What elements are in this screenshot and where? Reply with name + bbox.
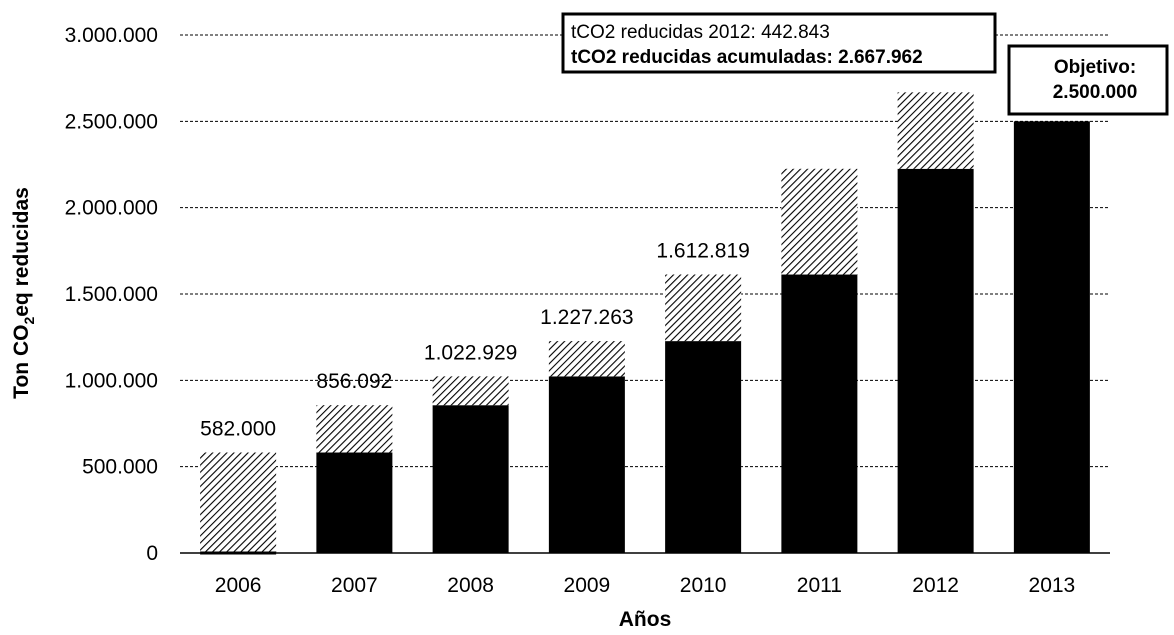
y-tick-label: 2.500.000 [65,110,158,133]
bar-data-label: 1.612.819 [656,240,749,263]
x-axis-title: Años [619,608,672,630]
y-tick-label: 500.000 [82,456,158,479]
x-tick-label: 2009 [564,574,611,597]
x-tick-label: 2007 [331,574,378,597]
annotation-line-2: tCO2 reducidas acumuladas: 2.667.962 [571,47,923,68]
y-tick-label: 2.000.000 [65,197,158,220]
annotation-box: tCO2 reducidas 2012: 442.843 tCO2 reduci… [561,12,997,74]
x-tick-label: 2013 [1029,574,1076,597]
bar-hatched [316,405,393,453]
goal-line-1: Objetivo: [1054,57,1136,78]
bar-hatched [548,341,625,377]
bar-solid [665,341,742,553]
bar-data-label: 1.227.263 [540,306,633,329]
bar-hatched [781,168,858,275]
y-tick-label: 3.000.000 [65,24,158,47]
data-labels: 582.000 856.092 1.022.929 1.227.263 1.612.81… [200,240,750,441]
y-tick-label: 0 [146,542,158,565]
bar-data-label: 856.092 [316,370,392,393]
bar-solid [1013,121,1090,553]
bar-hatched [665,274,742,342]
y-axis-title: Ton CO2eq reducidas [10,187,37,399]
y-tick-label: 1.000.000 [65,369,158,392]
x-tick-label: 2012 [912,574,959,597]
bar-data-label: 1.022.929 [424,341,517,364]
bars [200,92,1090,555]
bar-hatched [432,376,509,406]
bar-hatched [200,452,277,553]
x-tick-label: 2011 [797,574,842,597]
bar-data-label: 582.000 [200,418,276,441]
x-tick-labels: 2006 2007 2008 2009 2010 2011 2012 2013 [215,574,1075,597]
bar-solid [316,452,393,553]
bar-solid [781,274,858,553]
bar-hatched [897,92,974,169]
x-tick-label: 2008 [447,574,494,597]
bar-solid [432,405,509,553]
annotation-line-1: tCO2 reducidas 2012: 442.843 [571,22,830,43]
y-tick-labels: 0 500.000 1.000.000 1.500.000 2.000.000 2.500… [65,24,158,565]
bar-solid [548,376,625,553]
y-tick-label: 1.500.000 [65,283,158,306]
x-tick-label: 2010 [680,574,727,597]
bar-solid [897,168,974,553]
goal-line-2: 2.500.000 [1053,82,1138,103]
goal-box: Objetivo: 2.500.000 [1007,44,1169,116]
x-tick-label: 2006 [215,574,262,597]
